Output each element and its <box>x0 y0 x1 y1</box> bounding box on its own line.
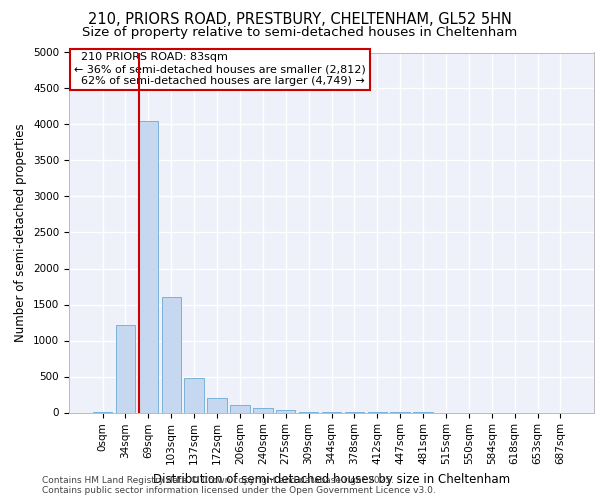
Bar <box>139 121 158 412</box>
Bar <box>161 298 181 412</box>
Text: Contains HM Land Registry data © Crown copyright and database right 2025.: Contains HM Land Registry data © Crown c… <box>42 476 394 485</box>
Text: 210 PRIORS ROAD: 83sqm
← 36% of semi-detached houses are smaller (2,812)
  62% o: 210 PRIORS ROAD: 83sqm ← 36% of semi-det… <box>74 52 366 86</box>
Bar <box>184 378 204 412</box>
X-axis label: Distribution of semi-detached houses by size in Cheltenham: Distribution of semi-detached houses by … <box>153 472 510 486</box>
Bar <box>253 408 272 412</box>
Text: 210, PRIORS ROAD, PRESTBURY, CHELTENHAM, GL52 5HN: 210, PRIORS ROAD, PRESTBURY, CHELTENHAM,… <box>88 12 512 28</box>
Bar <box>230 404 250 412</box>
Bar <box>116 324 135 412</box>
Text: Size of property relative to semi-detached houses in Cheltenham: Size of property relative to semi-detach… <box>82 26 518 39</box>
Bar <box>208 398 227 412</box>
Bar <box>276 410 295 412</box>
Y-axis label: Number of semi-detached properties: Number of semi-detached properties <box>14 123 28 342</box>
Text: Contains public sector information licensed under the Open Government Licence v3: Contains public sector information licen… <box>42 486 436 495</box>
